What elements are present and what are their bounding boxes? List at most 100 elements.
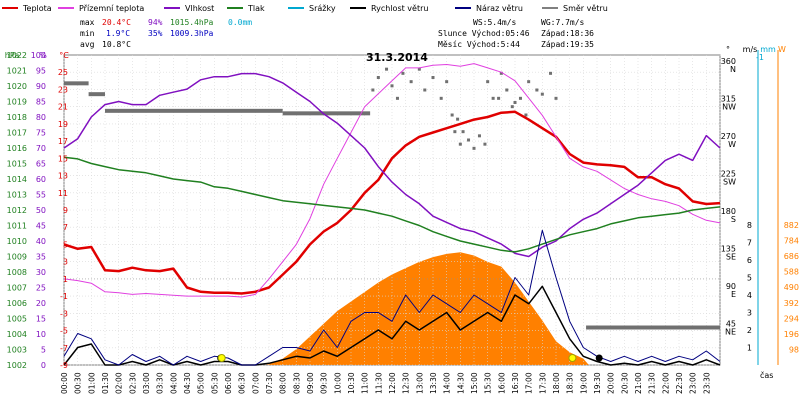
celsius-tick-label: 25 (58, 68, 68, 77)
direction-point (439, 96, 443, 100)
x-tick-label: 16:30 (511, 372, 520, 394)
pct-tick-label: 70 (36, 144, 46, 153)
direction-point (390, 84, 394, 88)
celsius-tick-label: 1 (63, 275, 68, 284)
pct-tick-label: 90 (36, 82, 46, 91)
x-tick-label: 00:00 (60, 372, 69, 394)
celsius-tick-label: -7 (60, 344, 68, 353)
humidity-line (63, 72, 721, 258)
celsius-tick-label: -3 (60, 309, 68, 318)
hpa-tick-label: 1012 (7, 206, 27, 215)
direction-point (431, 76, 435, 79)
x-tick-label: 03:00 (142, 372, 151, 394)
direction-point (467, 138, 471, 142)
stats-min-label: min (80, 29, 95, 38)
hpa-tick-label: 1003 (7, 346, 27, 355)
direction-axis-label: ° (726, 45, 730, 54)
direction-bar (586, 325, 720, 330)
pct-tick-label: 65 (36, 160, 46, 169)
pct-tick-label: 0 (41, 361, 46, 370)
direction-point (401, 71, 405, 75)
wm2-tick-label: 686 (784, 252, 799, 261)
stats-avg-label: avg (80, 40, 95, 49)
ms-tick-label: 7 (747, 239, 752, 248)
x-tick-label: 19:30 (593, 372, 602, 394)
celsius-tick-label: 9 (63, 206, 68, 215)
legend-label: Teplota (22, 4, 52, 13)
pct-tick-label: 5 (41, 346, 46, 355)
x-tick-label: 04:00 (169, 372, 178, 394)
celsius-tick-label: 23 (58, 85, 68, 94)
hpa-tick-label: 1014 (7, 175, 27, 184)
pct-tick-label: 80 (36, 113, 46, 122)
x-tick-label: 18:30 (566, 372, 575, 394)
moonset-marker (595, 354, 603, 362)
x-tick-label: 00:30 (74, 372, 83, 394)
pct-tick-label: 40 (36, 237, 46, 246)
hpa-tick-label: 1022 (7, 51, 27, 60)
direction-point (491, 96, 495, 100)
direction-point (505, 88, 509, 92)
direction-point (423, 88, 427, 92)
x-tick-label: 13:30 (429, 372, 438, 394)
x-tick-label: 09:30 (320, 372, 329, 394)
hpa-tick-label: 1008 (7, 268, 27, 277)
celsius-tick-label: -1 (60, 292, 68, 301)
direction-point (486, 80, 490, 84)
celsius-tick-label: -9 (60, 361, 68, 370)
x-tick-label: 13:00 (415, 372, 424, 394)
celsius-tick-label: 3 (63, 258, 68, 267)
direction-point (527, 80, 531, 84)
solar-area (266, 252, 589, 365)
direction-tick-value: 180 (721, 207, 736, 216)
stats-max-temp: 20.4°C (102, 18, 131, 27)
x-tick-label: 10:30 (347, 372, 356, 394)
ms-axis-label: m/s (743, 45, 758, 54)
direction-point (499, 71, 503, 75)
ms-tick-label: 2 (747, 326, 752, 335)
hpa-axis-label: hPa (5, 51, 20, 60)
x-tick-label: 20:30 (620, 372, 629, 394)
wm2-tick-label: 784 (784, 237, 799, 246)
direction-point (483, 142, 487, 146)
direction-tick-name: SE (726, 253, 736, 262)
x-tick-label: 17:00 (525, 372, 534, 394)
stats-max-label: max (80, 18, 95, 27)
x-tick-label: 19:00 (579, 372, 588, 394)
hpa-tick-label: 1017 (7, 129, 27, 138)
stats-max-press: 1015.4hPa (170, 18, 214, 27)
hpa-tick-label: 1013 (7, 191, 27, 200)
x-tick-label: 11:30 (374, 372, 383, 394)
direction-tick-name: NE (725, 328, 736, 337)
direction-point (510, 105, 514, 109)
pct-tick-label: 20 (36, 299, 46, 308)
hpa-tick-label: 1007 (7, 284, 27, 293)
direction-point (513, 101, 517, 104)
direction-point (445, 80, 449, 84)
x-tick-label: 21:00 (634, 372, 643, 394)
ms-tick-label: 3 (747, 309, 752, 318)
x-tick-label: 07:30 (265, 372, 274, 394)
direction-point (458, 142, 462, 146)
axes: hPa% °C1002100310041005100610071008100910… (5, 45, 799, 394)
x-tick-label: 02:00 (115, 372, 124, 394)
direction-tick-name: NW (722, 103, 736, 112)
stats-avg-temp: 10.8°C (102, 40, 131, 49)
x-tick-label: 07:00 (251, 372, 260, 394)
pct-tick-label: 95 (36, 67, 46, 76)
wm2-tick-label: 98 (789, 345, 799, 354)
x-tick-label: 12:00 (388, 372, 397, 394)
pct-axis-label: % (39, 51, 47, 60)
direction-tick-value: 45 (726, 320, 736, 329)
legend-label: Tlak (247, 4, 265, 13)
stats-min-hum: 35% (148, 29, 163, 38)
hpa-tick-label: 1019 (7, 98, 27, 107)
pct-tick-label: 55 (36, 191, 46, 200)
x-axis-label: čas (760, 370, 773, 380)
info-sun-set: Západ:18:36 (541, 29, 594, 38)
x-tick-label: 02:30 (128, 372, 137, 394)
x-tick-label: 15:00 (470, 372, 479, 394)
hpa-tick-label: 1015 (7, 160, 27, 169)
direction-point (518, 96, 522, 100)
